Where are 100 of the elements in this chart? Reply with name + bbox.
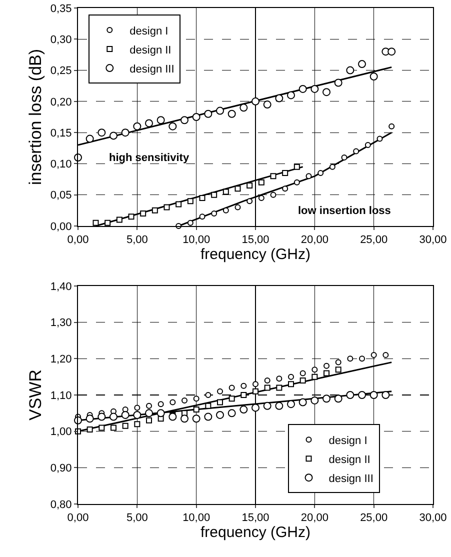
x-tick-label: 10,00 [182,512,210,524]
point [322,88,330,96]
point [240,104,248,112]
point [294,164,300,170]
point [353,148,360,154]
point [182,397,188,404]
x-tick-label: 15,00 [242,512,270,524]
point [312,366,318,373]
point [252,388,258,394]
point [246,182,253,189]
point [322,394,330,403]
point [298,84,307,93]
point [164,204,170,210]
point [376,136,383,142]
point [193,396,200,402]
x-tick-label: 10,00 [182,234,210,246]
y-tick-label: 1,20 [50,354,72,366]
point [382,391,390,399]
point [358,60,366,68]
point [110,132,118,140]
point [98,424,105,431]
x-tick-label: 5,00 [126,234,148,246]
point [228,396,235,402]
y-axis-title: insertion loss (dB) [26,48,45,186]
y-tick-label: 0,25 [50,65,72,78]
point [228,110,236,118]
point [258,179,264,186]
x-tick-label: 20,00 [300,512,328,524]
point [306,173,312,180]
point [264,377,270,384]
point [192,113,200,121]
point [187,220,194,226]
point [370,352,377,358]
y-tick-label: 0,30 [50,34,72,46]
x-tick-label: 20,00 [300,234,328,246]
point [216,106,224,115]
point [140,210,146,217]
point [335,359,342,366]
point [287,91,295,100]
y-tick-label: 0,35 [50,2,72,15]
point [263,402,272,410]
y-tick-label: 1,30 [50,317,72,330]
point [346,66,354,74]
point [282,186,288,192]
point [370,72,378,81]
point [121,410,130,419]
point [240,406,248,414]
point [199,214,206,220]
point [329,164,336,170]
legend-label: design II [328,454,370,466]
point [275,94,284,102]
point [258,194,264,201]
y-tick-label: 0,20 [50,96,72,108]
point [252,97,260,106]
legend-label: design I [328,434,368,447]
point [122,422,128,429]
point [288,374,294,380]
point [204,412,212,421]
point [134,421,140,428]
point [234,186,241,192]
point [288,381,294,388]
point [180,414,188,423]
point [180,116,188,124]
point [158,401,164,408]
point [240,392,247,398]
point [318,170,324,176]
point [359,356,365,362]
point [204,110,212,118]
point [205,392,212,398]
point [217,399,223,406]
y-tick-label: 0,15 [50,127,72,140]
point [234,204,241,210]
point [346,391,354,399]
y-tick-label: 0,90 [50,462,72,475]
point [128,214,134,220]
point [310,396,319,404]
point [86,414,94,423]
point [300,377,306,384]
point [211,192,218,198]
x-tick-label: 25,00 [360,512,388,524]
point [358,391,366,399]
point [228,409,236,418]
legend-label: design I [130,25,168,38]
x-tick-label: 15,00 [242,234,270,246]
point [86,134,94,143]
point [168,122,177,130]
point [134,404,140,411]
point [310,84,319,93]
point [275,402,284,410]
point [324,362,330,369]
point [334,394,342,403]
y-tick-label: 0,05 [50,190,72,202]
point [246,198,253,204]
point [176,201,182,208]
point [133,410,142,419]
point [156,116,165,124]
legend-label: design II [130,44,172,56]
x-tick-label: 30,00 [419,234,447,246]
x-tick-label: 0,00 [67,234,89,246]
y-tick-label: 1,10 [50,390,72,402]
